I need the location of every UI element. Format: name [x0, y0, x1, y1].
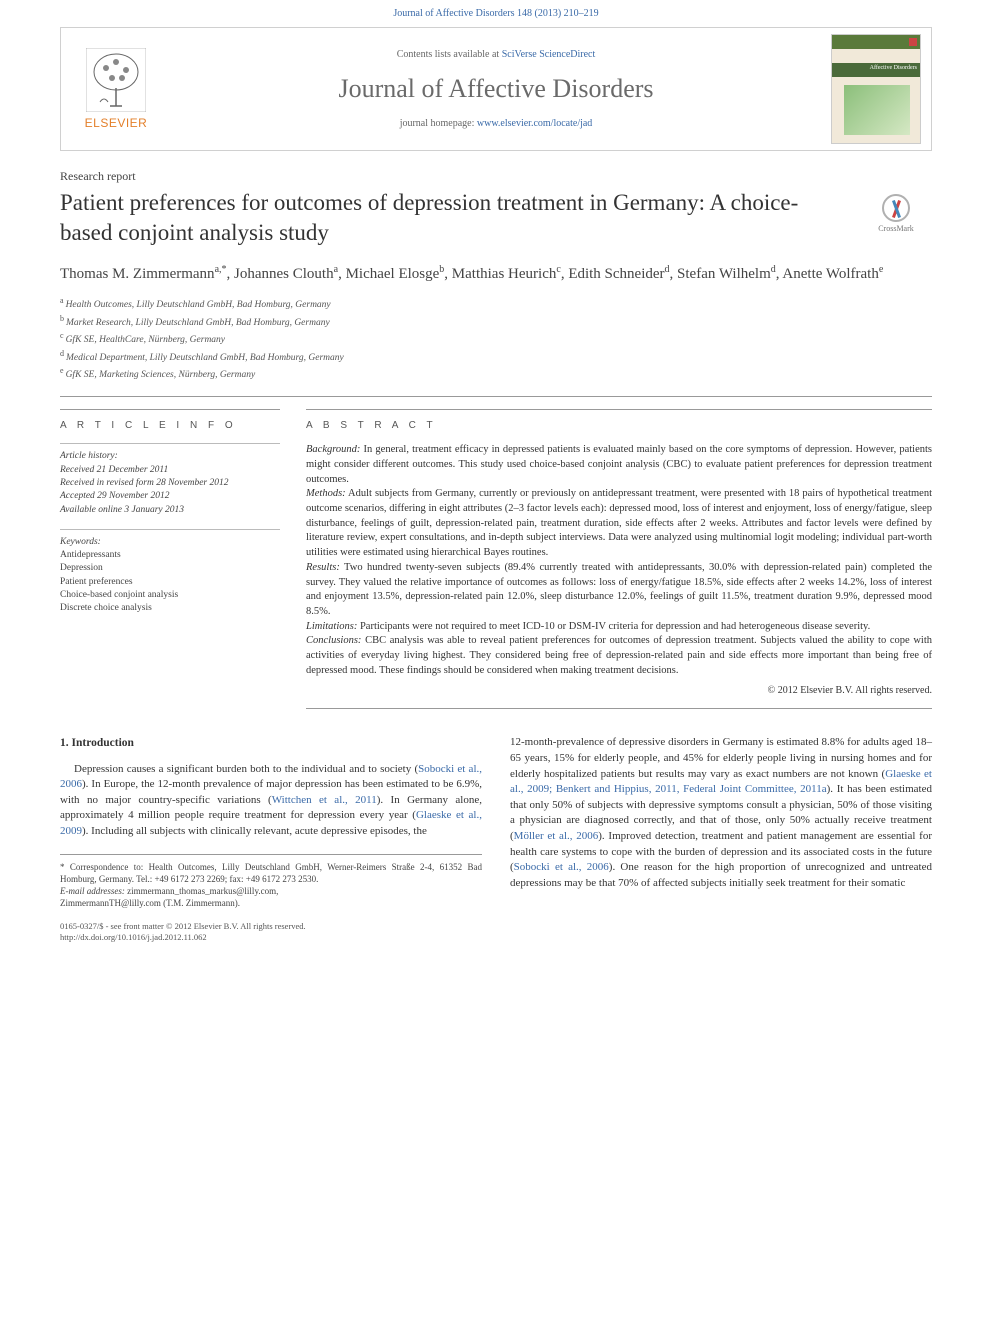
crossmark-badge[interactable]: CrossMark: [860, 194, 932, 233]
abs-conclusions-label: Conclusions:: [306, 635, 361, 646]
author-2: Johannes Clouth: [234, 266, 334, 282]
aff-d: Medical Department, Lilly Deutschland Gm…: [66, 353, 344, 363]
author-7: Anette Wolfrath: [782, 266, 878, 282]
crossmark-label: CrossMark: [860, 224, 932, 233]
abs-limitations: Participants were not required to meet I…: [357, 621, 870, 632]
sciencedirect-link[interactable]: SciVerse ScienceDirect: [502, 49, 596, 60]
intro-l4: ). Including all subjects with clinicall…: [82, 825, 427, 837]
journal-name: Journal of Affective Disorders: [171, 74, 821, 104]
history-revised: Received in revised form 28 November 201…: [60, 478, 229, 488]
abs-conclusions: CBC analysis was able to reveal patient …: [306, 635, 932, 675]
abs-methods: Adult subjects from Germany, currently o…: [306, 488, 932, 558]
abs-results: Two hundred twenty-seven subjects (89.4%…: [306, 562, 932, 617]
journal-citation-top: Journal of Affective Disorders 148 (2013…: [0, 0, 992, 23]
cover-title-band: Affective Disorders: [832, 63, 920, 77]
keywords-block: Keywords: Antidepressants Depression Pat…: [60, 529, 280, 616]
aff-b: Market Research, Lilly Deutschland GmbH,…: [66, 318, 330, 328]
intro-r1: 12-month-prevalence of depressive disord…: [510, 736, 932, 779]
header-center: Contents lists available at SciVerse Sci…: [171, 49, 821, 129]
abstract-column: A B S T R A C T Background: In general, …: [306, 409, 932, 709]
abs-results-label: Results:: [306, 562, 340, 573]
section-1-head: 1. Introduction: [60, 735, 482, 751]
author-1-aff: a,*: [215, 264, 227, 275]
kw-4: Choice-based conjoint analysis: [60, 590, 178, 600]
email-label: E-mail addresses:: [60, 886, 125, 896]
contents-available-line: Contents lists available at SciVerse Sci…: [171, 49, 821, 60]
author-3-aff: b: [439, 264, 444, 275]
elsevier-tree-icon: [86, 48, 146, 112]
history-received: Received 21 December 2011: [60, 465, 168, 475]
kw-3: Patient preferences: [60, 577, 133, 587]
cite-moller-2006[interactable]: Möller et al., 2006: [514, 830, 599, 842]
publisher-logo: ELSEVIER: [61, 40, 171, 138]
publisher-name: ELSEVIER: [69, 116, 163, 130]
author-3: Michael Elosge: [346, 266, 440, 282]
abs-limitations-label: Limitations:: [306, 621, 357, 632]
article-title: Patient preferences for outcomes of depr…: [60, 188, 840, 248]
abs-background-label: Background:: [306, 444, 360, 455]
email-1[interactable]: zimmermann_thomas_markus@lilly.com,: [125, 886, 278, 896]
intro-para-left: Depression causes a significant burden b…: [60, 762, 482, 840]
homepage-line: journal homepage: www.elsevier.com/locat…: [171, 118, 821, 129]
intro-para-right: 12-month-prevalence of depressive disord…: [510, 735, 932, 891]
author-5-aff: d: [665, 264, 670, 275]
footnotes: * Correspondence to: Health Outcomes, Li…: [60, 854, 482, 910]
homepage-prefix: journal homepage:: [400, 118, 477, 129]
author-5: Edith Schneider: [568, 266, 664, 282]
body-right-column: 12-month-prevalence of depressive disord…: [510, 735, 932, 943]
abs-methods-label: Methods:: [306, 488, 346, 499]
article-info-column: A R T I C L E I N F O Article history: R…: [60, 409, 280, 709]
history-label: Article history:: [60, 450, 280, 463]
abstract-copyright: © 2012 Elsevier B.V. All rights reserved…: [306, 684, 932, 698]
body-left-column: 1. Introduction Depression causes a sign…: [60, 735, 482, 943]
kw-5: Discrete choice analysis: [60, 603, 152, 613]
crossmark-icon: [882, 194, 910, 222]
aff-c: GfK SE, HealthCare, Nürnberg, Germany: [66, 335, 225, 345]
cite-sobocki-2006b[interactable]: Sobocki et al., 2006: [514, 861, 609, 873]
author-1: Thomas M. Zimmermann: [60, 266, 215, 282]
divider: [60, 396, 932, 397]
intro-l1: Depression causes a significant burden b…: [74, 763, 418, 775]
journal-header-box: ELSEVIER Contents lists available at Sci…: [60, 27, 932, 151]
author-2-aff: a: [334, 264, 338, 275]
cite-wittchen-2011[interactable]: Wittchen et al., 2011: [272, 794, 377, 806]
email-2[interactable]: ZimmermannTH@lilly.com (T.M. Zimmermann)…: [60, 897, 482, 909]
aff-e: GfK SE, Marketing Sciences, Nürnberg, Ge…: [66, 370, 256, 380]
author-4-aff: c: [556, 264, 560, 275]
body-columns: 1. Introduction Depression causes a sign…: [60, 735, 932, 943]
footer-copyright: 0165-0327/$ - see front matter © 2012 El…: [60, 921, 482, 932]
author-list: Thomas M. Zimmermanna,*, Johannes Clouth…: [60, 262, 932, 286]
history-online: Available online 3 January 2013: [60, 505, 184, 515]
keywords-label: Keywords:: [60, 536, 280, 549]
aff-a: Health Outcomes, Lilly Deutschland GmbH,…: [66, 300, 331, 310]
kw-1: Antidepressants: [60, 550, 121, 560]
abstract-head: A B S T R A C T: [306, 420, 932, 431]
history-accepted: Accepted 29 November 2012: [60, 491, 169, 501]
author-7-aff: e: [879, 264, 883, 275]
abs-background: In general, treatment efficacy in depres…: [306, 444, 932, 484]
article-info-head: A R T I C L E I N F O: [60, 420, 280, 431]
author-4: Matthias Heurich: [452, 266, 557, 282]
correspondence-note: * Correspondence to: Health Outcomes, Li…: [60, 861, 482, 885]
author-6-aff: d: [771, 264, 776, 275]
info-abstract-row: A R T I C L E I N F O Article history: R…: [60, 409, 932, 709]
homepage-url[interactable]: www.elsevier.com/locate/jad: [477, 118, 592, 129]
contents-prefix: Contents lists available at: [397, 49, 502, 60]
footer-doi[interactable]: http://dx.doi.org/10.1016/j.jad.2012.11.…: [60, 932, 482, 943]
abstract-bottom-rule: [306, 708, 932, 709]
journal-cover-thumbnail: Affective Disorders: [831, 34, 921, 144]
kw-2: Depression: [60, 563, 103, 573]
footer-block: 0165-0327/$ - see front matter © 2012 El…: [60, 921, 482, 943]
article-history: Article history: Received 21 December 20…: [60, 443, 280, 516]
author-6: Stefan Wilhelm: [677, 266, 771, 282]
abstract-body: Background: In general, treatment effica…: [306, 443, 932, 698]
article-type-label: Research report: [60, 169, 932, 184]
affiliation-list: aHealth Outcomes, Lilly Deutschland GmbH…: [60, 295, 932, 382]
